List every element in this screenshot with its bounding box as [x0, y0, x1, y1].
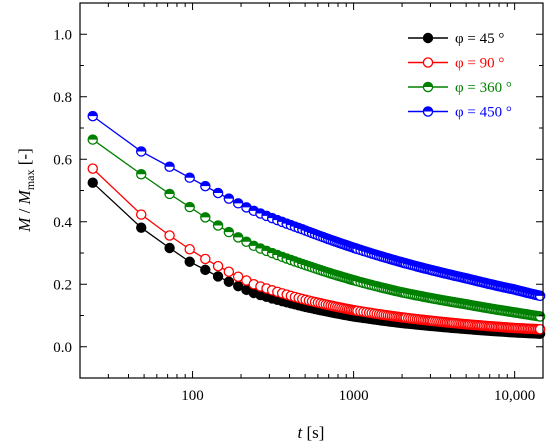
y-tick-label: 1.0	[53, 27, 72, 43]
x-tick-label: 1000	[339, 388, 369, 404]
data-point	[212, 260, 224, 272]
y-tick-label: 0.0	[53, 340, 72, 356]
legend-item: φ = 45 °	[408, 31, 504, 47]
data-point	[164, 242, 175, 254]
y-tick-label: 0.6	[53, 152, 72, 168]
y-tick-label: 0.2	[53, 277, 72, 293]
data-point	[200, 264, 211, 276]
legend-label: φ = 90 °	[455, 56, 504, 72]
series-2	[87, 163, 546, 335]
data-point	[200, 253, 211, 265]
data-point	[87, 110, 99, 122]
legend-label: φ = 360 °	[455, 80, 512, 96]
plot-series	[87, 110, 546, 339]
data-point	[164, 188, 175, 200]
x-tick-label: 10,000	[494, 388, 535, 404]
data-point	[164, 161, 175, 172]
y-axis-label: M / Mmax [-]	[15, 148, 37, 232]
data-point	[87, 134, 99, 145]
series-3	[87, 134, 546, 322]
y-tick-label: 0.8	[53, 90, 72, 106]
x-axis-label: t [s]	[298, 423, 325, 442]
data-point	[223, 193, 235, 204]
legend: φ = 45 ° φ = 90 ° φ = 360 ° φ = 450 °	[408, 31, 512, 121]
data-point	[135, 146, 147, 157]
series-1	[87, 177, 546, 339]
data-point	[184, 201, 195, 213]
data-point	[212, 187, 224, 199]
legend-item: φ = 450 °	[408, 105, 512, 121]
data-point	[184, 243, 195, 255]
legend-item: φ = 90 °	[408, 56, 504, 72]
legend-marker	[422, 106, 434, 117]
data-point	[200, 180, 211, 192]
legend-marker	[422, 57, 434, 68]
legend-label: φ = 450 °	[455, 105, 512, 121]
data-point	[223, 276, 235, 287]
data-point	[184, 172, 195, 183]
data-point	[135, 168, 147, 180]
data-point	[212, 220, 224, 231]
series-4	[87, 110, 546, 302]
data-point	[136, 222, 147, 233]
data-point	[223, 226, 235, 238]
data-point	[184, 256, 195, 267]
data-point	[164, 230, 175, 241]
legend-label: φ = 45 °	[455, 31, 504, 47]
data-point	[232, 198, 244, 209]
y-tick-label: 0.4	[53, 215, 72, 231]
legend-item: φ = 360 °	[408, 80, 512, 96]
data-point	[223, 266, 235, 277]
data-point	[135, 209, 147, 220]
data-point	[212, 271, 224, 282]
data-point	[87, 163, 99, 174]
x-tick-label: 100	[181, 388, 204, 404]
legend-marker	[422, 32, 434, 44]
axes: 100 1000 10,000 0.0 0.2 0.4 0.6 0.8 1.0	[53, 2, 543, 404]
data-point	[87, 177, 98, 188]
data-point	[200, 212, 211, 223]
data-point	[232, 232, 244, 243]
legend-marker	[422, 81, 434, 93]
